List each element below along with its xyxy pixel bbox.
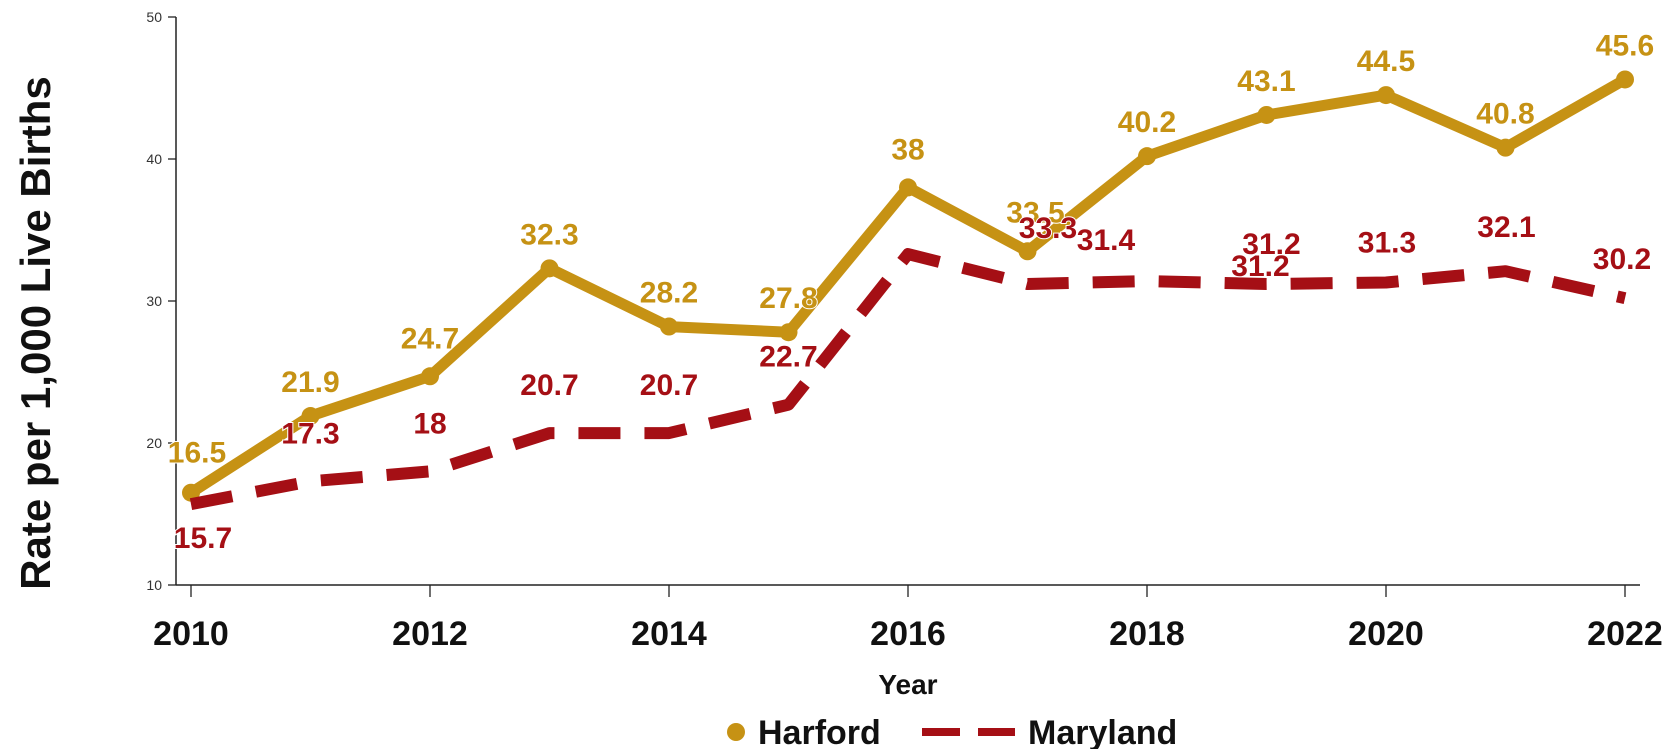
maryland-data-label: 18 <box>413 407 446 440</box>
legend-harford-label: Harford <box>758 714 881 749</box>
harford-point <box>1496 138 1515 157</box>
maryland-data-label: 17.3 <box>281 417 339 450</box>
harford-data-label: 27.8 <box>759 282 817 315</box>
legend-maryland-label: Maryland <box>1028 714 1177 749</box>
harford-data-label: 40.8 <box>1476 98 1534 131</box>
maryland-data-label: 31.2 <box>1231 250 1289 283</box>
maryland-data-label: 15.7 <box>174 522 232 555</box>
harford-point <box>1257 105 1276 124</box>
harford-point <box>779 323 798 342</box>
harford-point <box>301 407 320 426</box>
x-tick-label: 2020 <box>1348 615 1424 653</box>
harford-point <box>540 259 559 278</box>
y-tick-label: 30 <box>146 293 162 309</box>
harford-data-label: 38 <box>891 133 924 166</box>
harford-data-label: 21.9 <box>281 366 339 399</box>
maryland-data-label: 31.4 <box>1077 224 1136 257</box>
harford-data-label: 16.5 <box>168 437 226 470</box>
harford-point <box>1138 147 1156 166</box>
x-tick-label: 2022 <box>1587 615 1663 653</box>
maryland-data-label: 22.7 <box>759 341 817 374</box>
y-tick-label: 20 <box>146 435 162 451</box>
maryland-data-label: 32.1 <box>1477 211 1535 244</box>
y-axis-title: Rate per 1,000 Live Births <box>12 76 59 590</box>
harford-point <box>1616 70 1634 89</box>
harford-data-label: 40.2 <box>1118 106 1176 139</box>
legend-harford-marker <box>727 723 745 741</box>
harford-data-label: 43.1 <box>1237 65 1295 98</box>
harford-point <box>1377 86 1395 105</box>
maryland-data-label: 33.3 <box>1019 212 1077 245</box>
x-axis-title: Year <box>878 669 937 700</box>
harford-data-label: 28.2 <box>640 277 698 310</box>
x-tick-label: 2016 <box>870 615 946 653</box>
y-axis-ticks: 10 20 30 40 50 <box>146 9 176 593</box>
harford-data-label: 44.5 <box>1357 45 1415 78</box>
y-tick-label: 10 <box>146 577 162 593</box>
x-tick-label: 2014 <box>631 615 707 653</box>
harford-data-label: 33.5 <box>1006 196 1064 229</box>
harford-data-label: 24.7 <box>401 322 459 355</box>
data-labels-layer: 16.5 21.9 24.7 32.3 28.2 27.8 38 33.5 40.2 43.1 44… <box>167 28 1655 556</box>
harford-point <box>660 317 678 336</box>
harford-point <box>421 367 439 386</box>
legend: Harford Maryland <box>727 714 1177 752</box>
x-axis-ticks: 2010 2012 2014 2016 2018 2020 2022 <box>153 585 1663 653</box>
harford-point <box>1018 242 1037 261</box>
y-tick-label: 40 <box>146 151 162 167</box>
series-layer <box>182 70 1634 510</box>
maryland-data-label: 31.3 <box>1358 227 1416 260</box>
maryland-data-label: 20.7 <box>520 369 578 402</box>
harford-point <box>899 178 917 197</box>
maryland-data-label: 30.2 <box>1593 243 1651 276</box>
harford-data-label: 45.6 <box>1596 29 1654 62</box>
harford-data-label: 32.3 <box>520 218 578 251</box>
maryland-series-line <box>189 248 1627 510</box>
y-tick-label: 50 <box>146 9 162 25</box>
x-tick-label: 2010 <box>153 615 229 653</box>
x-tick-label: 2018 <box>1109 615 1185 653</box>
x-tick-label: 2012 <box>392 615 468 653</box>
maryland-data-label: 31.2 <box>1242 228 1300 261</box>
maryland-data-label: 20.7 <box>640 369 698 402</box>
